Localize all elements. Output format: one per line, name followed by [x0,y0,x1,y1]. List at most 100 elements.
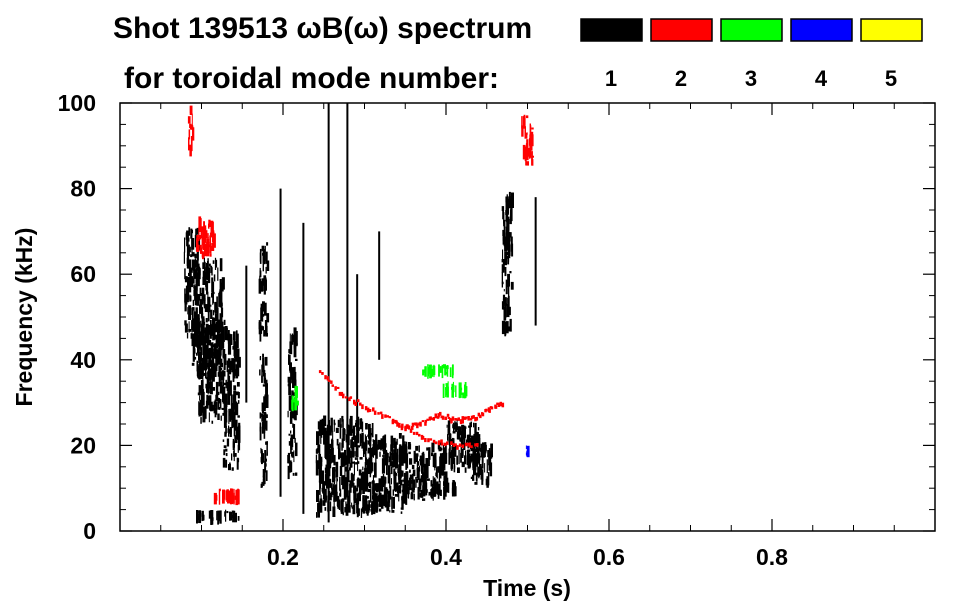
mode-track-pixel [424,438,427,443]
spectral-pixel [329,501,332,512]
spectral-pixel [289,333,291,343]
spectral-pixel [488,448,491,461]
x-tick-label: 0.6 [593,544,625,570]
spectral-pixel [200,323,203,333]
spectral-pixel [391,461,395,468]
mode-track-pixel [372,407,375,412]
spectral-pixel [339,466,343,476]
mode-track-pixel [411,426,414,430]
spectral-pixel [507,259,510,265]
spectral-pixel [184,276,188,283]
spectral-pixel [204,225,207,235]
spectral-pixel [196,299,199,306]
spectral-pixel [212,387,216,391]
mode-track-pixel [450,418,453,424]
spectral-pixel [219,289,223,305]
spectral-pixel [184,237,186,253]
spectral-pixel [215,259,218,268]
spectral-pixel [191,326,193,333]
mode-track-pixel [472,415,475,419]
spectral-pixel [196,510,199,524]
spectral-pixel [398,447,402,463]
spectral-pixel [362,447,366,451]
spectral-pixel [218,488,221,505]
spectral-pixel [186,333,189,339]
spectral-pixel [194,312,197,325]
spectral-pixel [191,259,195,271]
spectral-pixel [220,415,222,421]
spectral-pixel [509,271,512,274]
spectral-pixel [264,460,267,473]
spectral-pixel [209,253,212,257]
spectral-pixel [215,335,218,349]
spectral-pixel [211,293,213,298]
mode-track-pixel [429,438,433,441]
spectral-pixel [223,354,226,370]
spectral-pixel [197,267,201,280]
spectral-pixel [229,408,232,420]
spectral-pixel [416,460,418,472]
spectral-pixel [198,364,200,380]
mode-track-pixel [440,439,443,443]
spectral-pixel [202,335,205,346]
spectral-pixel [414,456,417,462]
spectral-pixel [384,477,387,484]
spectral-pixel [291,399,294,410]
spectral-pixel [208,369,212,372]
spectral-pixel [481,453,484,469]
spectral-pixel [401,489,403,493]
spectral-pixel [368,428,371,435]
spectral-pixel [189,105,193,115]
chart-title-line2: for toroidal mode number: [124,62,499,95]
spectral-pixel [329,454,332,464]
spectral-pixel [218,365,221,374]
spectral-pixel [194,296,198,306]
spectral-pixel [372,495,374,500]
spectral-pixel [393,437,396,449]
spectral-pixel [202,372,204,387]
spectral-pixel [225,509,227,522]
spectral-pixel [319,478,322,489]
spectral-pixel [503,306,506,310]
spectral-pixel [360,508,363,518]
spectral-pixel [418,478,421,492]
mode-track-pixel [434,441,438,445]
spectral-pixel [209,245,212,254]
spectral-pixel [233,336,236,343]
mode-track-pixel [464,442,468,447]
spectral-pixel [191,323,194,326]
spectral-pixel [261,421,264,434]
spectral-pixel [431,483,433,496]
spectral-pixel [202,363,204,377]
spectral-pixel [223,363,226,370]
spectral-pixel [391,496,393,510]
spectral-pixel [328,443,332,449]
spectrogram-data [183,103,537,525]
mode-track-pixel [324,375,327,380]
legend-swatch-mode-5 [860,18,923,42]
spectral-pixel [232,412,236,428]
mode-track-pixel [461,444,465,448]
spectral-pixel [352,461,355,464]
mode-track-pixel [501,402,505,408]
spectral-pixel [320,494,322,499]
spectral-pixel [342,419,344,435]
spectral-pixel [339,488,342,497]
spectral-pixel [405,441,408,457]
spectral-pixel [524,132,528,139]
spectral-pixel [212,332,215,341]
spectral-pixel [291,436,293,451]
spectral-pixel [226,489,229,495]
spectral-pixel [320,423,323,438]
spectral-pixel [207,260,209,270]
spectral-pixel [361,435,363,443]
spectral-pixel [402,479,404,482]
spectral-pixel [199,375,203,379]
spectral-pixel [202,262,206,270]
spectral-pixel [213,310,215,316]
spectral-pixel [429,492,432,496]
spectral-pixel [188,277,190,287]
spectral-pixel [262,314,265,317]
spectral-pixel [220,368,223,371]
spectral-pixel [462,392,465,399]
